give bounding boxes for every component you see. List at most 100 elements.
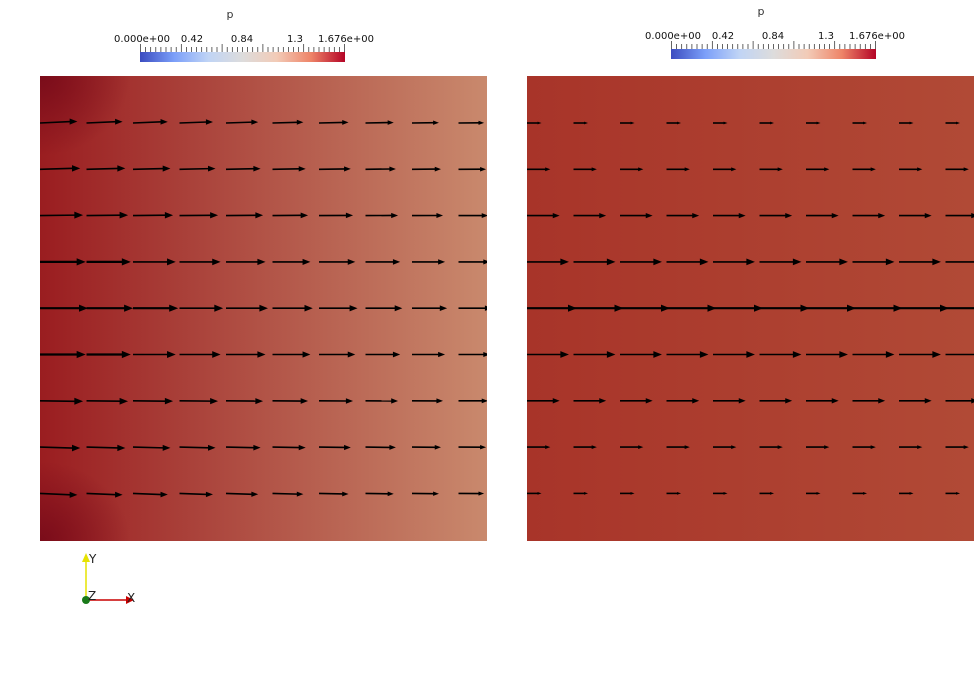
z-axis-dot	[82, 596, 90, 604]
velocity-arrow	[573, 304, 624, 312]
velocity-arrow	[411, 120, 439, 125]
velocity-arrow	[86, 304, 134, 312]
velocity-arrow	[573, 121, 589, 125]
velocity-arrow	[411, 212, 444, 219]
velocity-arrow	[86, 118, 123, 125]
velocity-arrow	[365, 259, 401, 265]
velocity-arrow	[527, 445, 551, 449]
velocity-arrow	[365, 444, 396, 450]
velocity-arrow	[759, 398, 793, 404]
velocity-arrow	[132, 165, 171, 172]
right-render-view[interactable]	[527, 76, 974, 541]
velocity-arrow	[179, 165, 216, 172]
velocity-arrow	[945, 121, 961, 125]
velocity-arrow	[225, 444, 261, 451]
velocity-arrow	[945, 492, 961, 495]
velocity-arrow	[40, 350, 86, 359]
velocity-arrow	[713, 492, 728, 495]
velocity-arrow	[318, 444, 351, 451]
right-colorbar-title: p	[757, 5, 765, 18]
left-tick-label-4: 1.676e+00	[318, 34, 374, 45]
velocity-arrow	[458, 351, 487, 358]
velocity-arrow	[226, 304, 268, 312]
left-tick-label-1: 0.42	[180, 34, 204, 45]
y-axis-label: Y	[88, 552, 97, 566]
velocity-arrow	[272, 304, 313, 312]
y-axis-arrowhead	[82, 553, 90, 562]
velocity-arrow	[319, 305, 358, 312]
velocity-arrow	[40, 304, 88, 312]
velocity-arrow	[226, 351, 266, 358]
velocity-arrow	[759, 258, 802, 266]
velocity-arrow	[666, 445, 690, 449]
velocity-arrow	[945, 353, 974, 356]
velocity-arrow	[573, 258, 616, 266]
velocity-arrow	[179, 398, 219, 405]
velocity-arrow	[759, 351, 802, 358]
velocity-arrow	[179, 212, 219, 219]
velocity-arrow	[806, 351, 848, 358]
velocity-arrow	[40, 444, 81, 452]
velocity-arrow	[899, 167, 923, 172]
velocity-arrow	[620, 212, 653, 219]
velocity-arrow	[852, 492, 868, 495]
z-axis-label: Z	[88, 589, 96, 603]
velocity-arrow	[319, 258, 356, 265]
velocity-arrow	[179, 119, 213, 125]
velocity-arrow	[365, 212, 399, 219]
right-colorbar-legend: p 0.000e+00 0.42 0.84 1.3 1.676e+00	[631, 3, 905, 65]
velocity-arrow	[666, 258, 709, 266]
velocity-arrow	[527, 167, 551, 172]
velocity-arrow	[272, 351, 311, 358]
velocity-arrow	[666, 167, 690, 172]
left-vector-field-plot[interactable]	[40, 76, 487, 541]
velocity-arrow	[713, 212, 746, 219]
velocity-arrow	[852, 351, 895, 358]
velocity-arrow	[759, 445, 783, 449]
velocity-arrow	[272, 212, 309, 219]
velocity-arrow	[666, 492, 682, 495]
velocity-arrow	[899, 492, 914, 495]
velocity-arrow	[319, 351, 356, 358]
velocity-arrow	[527, 492, 542, 495]
velocity-arrow	[458, 213, 487, 218]
velocity-arrow	[86, 491, 123, 498]
velocity-arrow	[179, 351, 221, 358]
orientation-axes-triad: Y X Z	[82, 552, 135, 605]
velocity-arrow	[458, 444, 487, 450]
velocity-arrow	[365, 305, 403, 312]
velocity-arrow	[620, 167, 644, 172]
velocity-arrow	[318, 398, 354, 404]
velocity-arrow	[225, 165, 261, 172]
velocity-arrow	[806, 304, 856, 312]
right-vector-field-plot[interactable]	[527, 76, 974, 541]
left-render-view[interactable]	[40, 76, 487, 541]
velocity-arrow	[179, 444, 216, 451]
velocity-arrow	[133, 258, 176, 266]
velocity-arrow	[945, 167, 969, 172]
velocity-arrow	[620, 258, 662, 266]
velocity-arrow	[806, 167, 830, 172]
velocity-arrow	[365, 120, 394, 125]
velocity-arrow	[899, 121, 914, 125]
velocity-arrow	[86, 165, 126, 172]
high-pressure-corner	[40, 461, 130, 541]
velocity-arrow	[225, 119, 259, 125]
velocity-arrow	[133, 304, 179, 312]
velocity-arrow	[527, 212, 560, 219]
velocity-arrow	[272, 166, 306, 172]
velocity-arrow	[86, 397, 129, 405]
velocity-arrow	[806, 445, 830, 449]
velocity-arrow	[133, 351, 176, 358]
right-tick-label-1: 0.42	[711, 31, 735, 42]
velocity-arrow	[573, 445, 597, 449]
left-colorbar-gradient	[140, 52, 345, 62]
velocity-arrow	[225, 491, 259, 497]
velocity-arrow	[132, 211, 174, 219]
velocity-arrow	[666, 304, 717, 312]
velocity-arrow	[365, 398, 399, 404]
left-tick-label-2: 0.84	[230, 34, 254, 45]
velocity-arrow	[806, 398, 839, 404]
velocity-arrow	[179, 491, 213, 498]
velocity-arrow	[272, 398, 309, 404]
